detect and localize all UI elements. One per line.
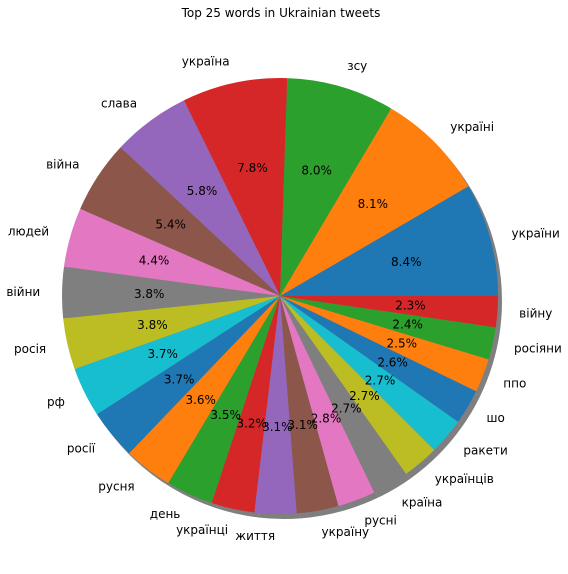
percentage-label: 8.0% [301,163,332,177]
percentage-label: 2.4% [392,318,423,332]
category-label: україні [450,120,494,134]
category-label: життя [235,529,275,543]
percentage-label: 8.1% [358,197,389,211]
pie-slice-1 [280,186,498,296]
pie-slice-17 [280,296,375,507]
category-label: ракети [463,443,507,457]
category-label: росія [14,342,46,356]
category-label: війну [519,306,552,320]
category-label: україну [322,525,370,539]
percentage-label: 3.7% [164,372,195,386]
pie-slice-21 [280,296,477,422]
pie-slice-24 [280,296,498,328]
pie-slice-14 [211,296,280,513]
category-label: рф [47,395,65,409]
category-label: русні [364,513,397,527]
category-label: росії [67,442,96,456]
pie-slice-6 [80,147,281,296]
category-label: країна [402,496,443,510]
pie-slice-16 [280,296,339,514]
category-label: людей [8,224,49,238]
pie-slice-2 [280,108,469,296]
category-label: ппо [503,376,526,390]
pie-slices [62,78,498,514]
category-label: українців [435,472,494,486]
pie-slice-15 [254,296,297,514]
percentage-label: 2.7% [365,373,396,387]
pie-slice-5 [120,100,280,296]
category-label: війни [6,285,40,299]
pie-slice-18 [280,296,407,493]
category-label: шо [486,411,504,425]
percentage-label: 8.4% [391,255,422,269]
pie-slice-8 [62,266,280,319]
pie-slice-20 [280,296,459,451]
pie-slice-10 [74,296,280,415]
category-label: україна [182,55,230,69]
category-label: день [150,507,181,521]
category-labels: україни україні зсу україна слава війна людей в… [6,55,561,543]
category-label: війна [46,157,79,171]
pie-slice-11 [96,296,280,454]
percentage-label: 3.8% [137,318,168,332]
pie-slice-13 [168,296,280,504]
pie-slice-4 [183,78,288,296]
percentage-label: 3.2% [236,417,267,431]
percentage-label: 3.8% [134,287,165,301]
pie-slice-22 [280,296,489,392]
pie-slice-7 [63,208,280,296]
percentage-label: 2.7% [331,402,362,416]
pie-slice-3 [280,78,392,297]
percentage-label: 5.4% [155,217,186,231]
chart-title: Top 25 words in Ukrainian tweets [181,6,381,20]
category-label: зсу [347,59,367,73]
percentage-label: 2.8% [311,411,342,425]
percentage-label: 3.5% [210,408,241,422]
percentage-label: 2.3% [395,298,426,312]
category-label: слава [101,96,137,110]
percentage-label: 2.6% [377,356,408,370]
percentage-label: 4.4% [139,254,170,268]
percentage-label: 3.1% [262,420,293,434]
percentage-label: 2.7% [349,389,380,403]
pie-slice-9 [63,296,280,370]
pie-slice-12 [129,296,280,484]
percentage-label: 3.6% [185,393,216,407]
percentage-label: 7.8% [237,161,268,175]
category-label: росіяни [514,341,562,355]
percentage-label: 2.5% [387,337,418,351]
category-label: україни [512,227,560,241]
category-label: українці [176,523,228,537]
category-label: русня [98,480,134,494]
percentage-label: 3.7% [147,347,178,361]
percentage-labels: 8.4% 8.1% 8.0% 7.8% 5.8% 5.4% 4.4% 3.8% 3.8% 3.7%… [134,161,426,434]
pie-slice-19 [280,296,435,474]
pie-slice-23 [280,296,496,360]
percentage-label: 5.8% [187,184,218,198]
percentage-label: 3.1% [287,418,318,432]
